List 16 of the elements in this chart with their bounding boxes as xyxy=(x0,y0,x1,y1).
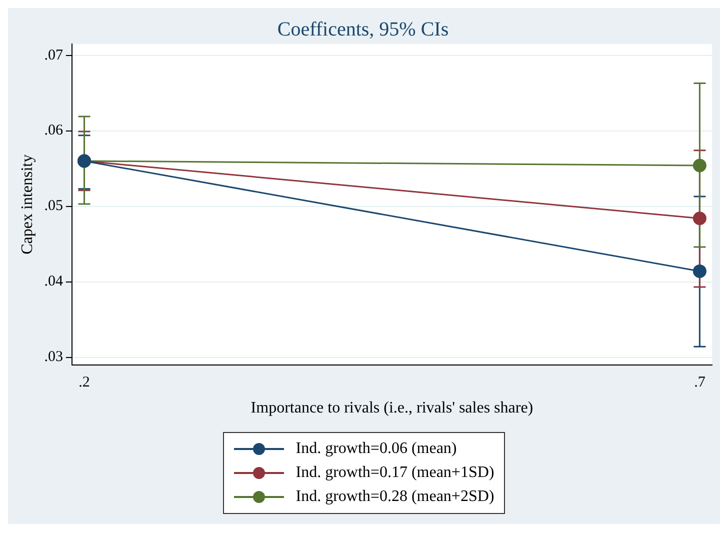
legend-label: Ind. growth=0.06 (mean) xyxy=(296,440,457,458)
y-tick-label: .05 xyxy=(44,198,63,214)
y-tick-label: .07 xyxy=(44,47,64,64)
x-tick-label: .2 xyxy=(78,374,90,391)
y-tick-label: .03 xyxy=(44,349,63,366)
x-tick-label: .7 xyxy=(694,374,706,391)
x-axis-title: Importance to rivals (i.e., rivals' sales share) xyxy=(250,400,534,417)
y-axis-title: Capex intensity xyxy=(18,154,36,254)
point xyxy=(692,212,706,226)
legend-label: Ind. growth=0.17 (mean+1SD) xyxy=(296,464,494,482)
chart-title: Coefficents, 95% CIs xyxy=(277,18,449,40)
legend-label: Ind. growth=0.28 (mean+2SD) xyxy=(296,488,494,506)
point xyxy=(692,264,706,278)
y-tick-label: .04 xyxy=(44,274,64,290)
y-tick-label: .06 xyxy=(44,122,64,139)
point xyxy=(692,158,706,172)
